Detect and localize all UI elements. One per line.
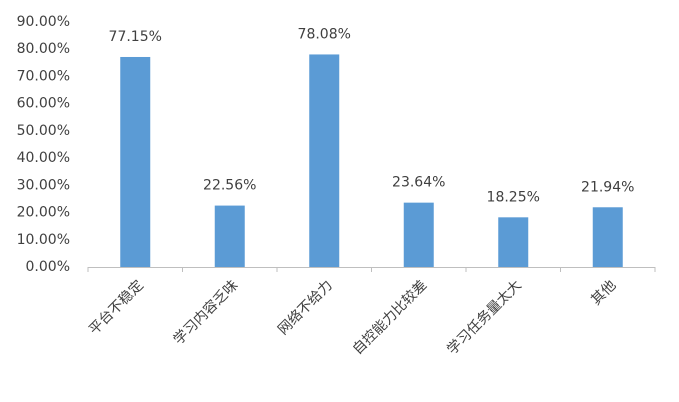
x-tick-label: 学习内容乏味 [170,277,241,348]
data-label: 23.64% [392,175,445,191]
data-label: 18.25% [487,189,540,205]
bar [498,217,529,267]
y-tick-label: 20.00% [17,205,70,221]
bar [403,202,434,267]
bar [120,56,151,267]
y-tick-label: 40.00% [17,150,70,166]
data-label: 22.56% [203,178,256,194]
y-tick-label: 10.00% [17,232,70,248]
data-label: 78.08% [298,26,351,42]
y-tick-label: 0.00% [26,259,70,275]
y-tick-label: 80.00% [17,41,70,57]
x-tick-label: 学习任务量太大 [444,277,525,358]
y-tick-label: 50.00% [17,123,70,139]
y-tick-label: 60.00% [17,96,70,112]
bar [214,205,245,267]
y-tick-label: 90.00% [17,14,70,30]
data-label: 77.15% [109,29,162,45]
y-tick-label: 70.00% [17,68,70,84]
x-tick-label: 网络不给力 [275,277,336,338]
y-tick-label: 30.00% [17,177,70,193]
data-label: 21.94% [581,179,634,195]
x-tick-label: 平台不稳定 [86,277,147,338]
x-tick-label: 其他 [588,277,619,308]
bar [309,54,340,268]
x-tick-label: 自控能力比较差 [350,277,431,358]
bar [592,207,623,267]
